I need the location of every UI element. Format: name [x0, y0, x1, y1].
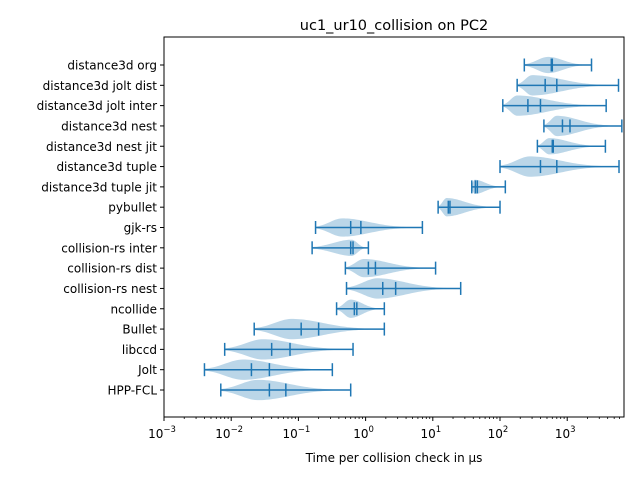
violin-group [311, 239, 370, 256]
violins-layer [203, 56, 623, 401]
x-tick-label: 10−1 [282, 425, 310, 441]
x-tick-label: 103 [555, 425, 576, 441]
x-tick-exponent: 3 [570, 425, 575, 435]
violin-group [314, 218, 424, 237]
violin-group [345, 278, 462, 299]
violin-group [471, 179, 507, 194]
y-tick-label: libccd [122, 343, 157, 357]
chart-title: uc1_ur10_collision on PC2 [300, 18, 488, 34]
x-tick-base: 10 [215, 427, 230, 441]
x-tick-exponent: 2 [503, 425, 508, 435]
y-tick-label: ncollide [110, 302, 157, 316]
x-tick-base: 10 [420, 427, 435, 441]
y-tick-label: collision-rs inter [61, 241, 157, 255]
y-tick-label: collision-rs nest [63, 282, 157, 296]
x-tick-base: 10 [148, 427, 163, 441]
y-tick-label: Bullet [122, 323, 157, 337]
x-tick-base: 10 [488, 427, 503, 441]
x-tick-label: 100 [353, 425, 374, 441]
y-tick-label: distance3d tuple jit [41, 180, 157, 194]
x-tick-label: 102 [488, 425, 509, 441]
y-tick-label: gjk-rs [124, 221, 157, 235]
violin-group [253, 318, 386, 340]
violin-group [344, 258, 437, 278]
x-tick-exponent: −1 [298, 425, 311, 435]
y-tick-label: distance3d jolt inter [37, 99, 157, 113]
x-tick-base: 10 [353, 427, 368, 441]
violin-group [437, 198, 501, 217]
x-tick-exponent: −2 [231, 425, 244, 435]
x-tick-base: 10 [282, 427, 297, 441]
x-tick-exponent: −3 [163, 425, 176, 435]
y-tick-label: Jolt [137, 363, 157, 377]
x-tick-exponent: 1 [436, 425, 441, 435]
violin-group [499, 156, 620, 177]
x-tick-label: 10−3 [148, 425, 176, 441]
violin-group [335, 299, 386, 318]
violin-group [536, 138, 607, 155]
x-axis-label: Time per collision check in µs [305, 451, 483, 465]
violin-group [502, 95, 607, 116]
y-tick-label: HPP-FCL [107, 384, 157, 398]
y-tick-label: pybullet [108, 201, 157, 215]
y-tick-label: distance3d nest jit [46, 140, 157, 154]
y-tick-label: distance3d jolt dist [43, 79, 158, 93]
violin-group [543, 115, 623, 137]
y-tick-label: distance3d org [67, 59, 157, 73]
y-axis-ticks: distance3d org distance3d jolt dist distan… [37, 59, 164, 398]
violin-group [220, 379, 352, 401]
axes-frame [163, 36, 625, 418]
y-tick-label: collision-rs dist [67, 262, 157, 276]
violin-group [516, 75, 620, 96]
violin-group [523, 56, 593, 74]
x-axis-ticks: 10−3 10−2 10−1 100 101 102 103 [148, 417, 620, 441]
violin-group [203, 359, 334, 380]
y-tick-label: distance3d nest [61, 119, 157, 133]
violin-group [223, 339, 354, 360]
y-tick-label: distance3d tuple [56, 160, 157, 174]
x-tick-exponent: 0 [369, 425, 374, 435]
x-tick-base: 10 [555, 427, 570, 441]
x-tick-label: 10−2 [215, 425, 243, 441]
x-tick-label: 101 [420, 425, 441, 441]
